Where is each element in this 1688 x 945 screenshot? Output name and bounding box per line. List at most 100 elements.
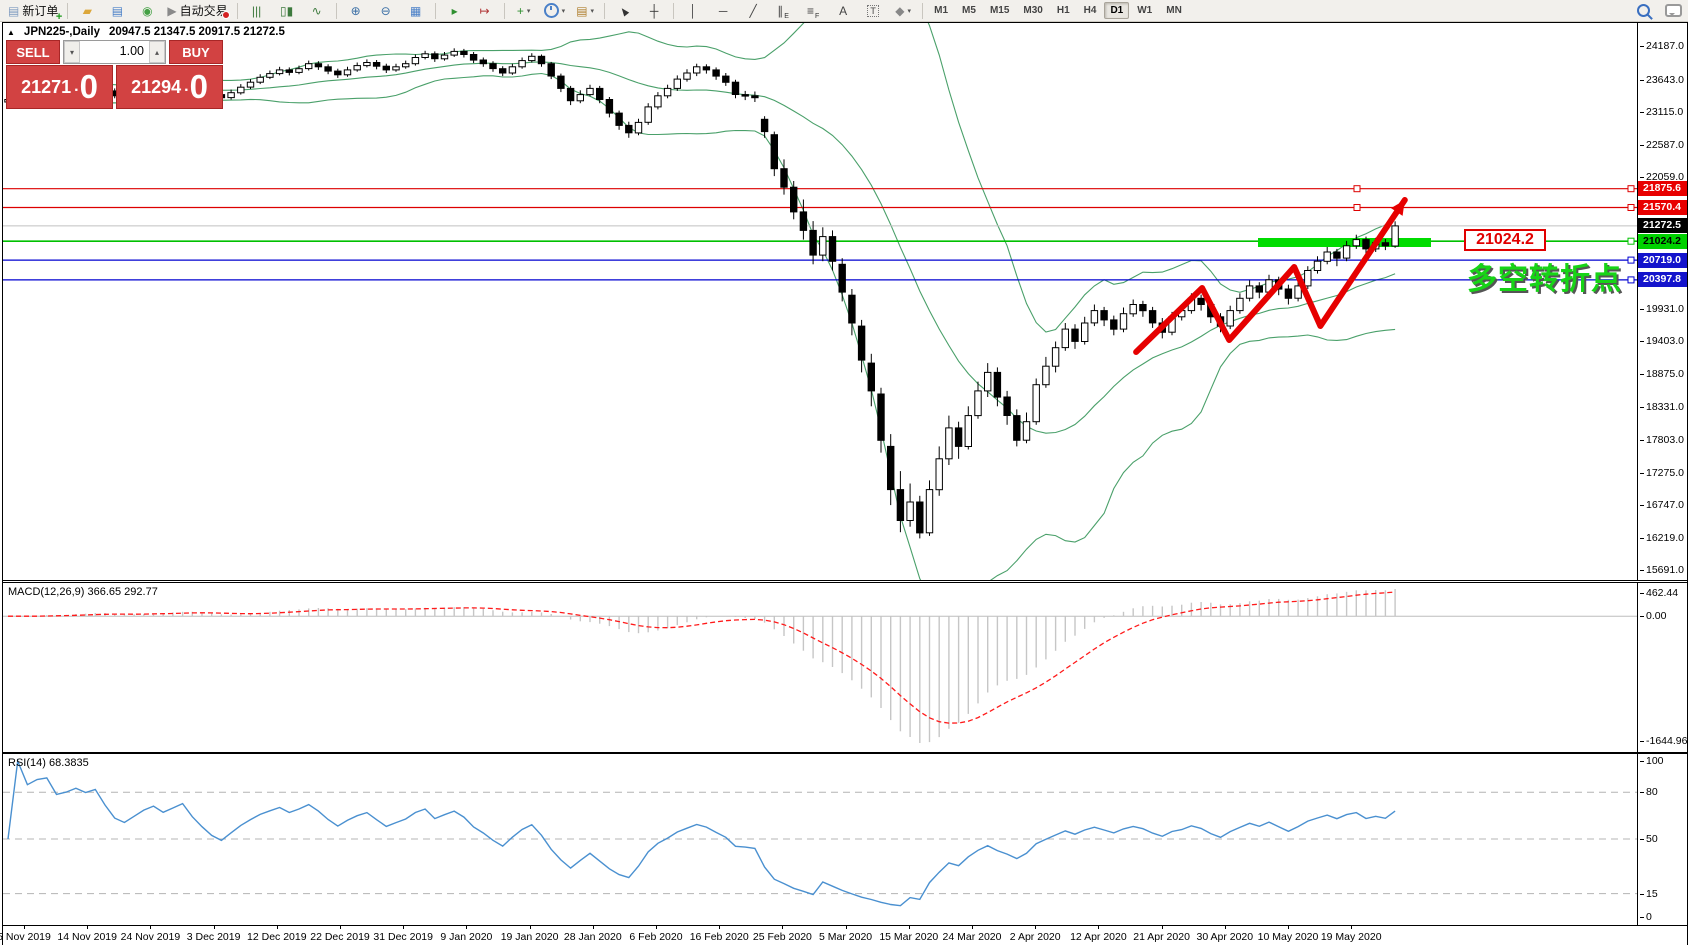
crayon-icon[interactable]: ▰ — [82, 3, 92, 18]
cursor-icon[interactable]: ▲ — [614, 0, 634, 21]
candle-body — [1100, 310, 1108, 321]
timeframe-w1[interactable]: W1 — [1137, 5, 1153, 16]
candle-body — [1090, 310, 1099, 324]
new-chart-button[interactable]: + ▾ — [516, 3, 531, 18]
candle-body — [954, 427, 963, 447]
candle-body — [916, 501, 924, 534]
axis-tick-label: 16219.0 — [1640, 531, 1684, 544]
timeframe-h1[interactable]: H1 — [1056, 5, 1070, 16]
timeframe-h4[interactable]: H4 — [1083, 5, 1097, 16]
vertical-line-icon[interactable]: │ — [689, 3, 697, 18]
time-axis-date: 2 Apr 2020 — [1009, 931, 1061, 943]
timeframe-d1[interactable]: D1 — [1104, 2, 1130, 19]
time-axis-date: 25 Feb 2020 — [752, 931, 812, 943]
zoom-out-icon[interactable]: ⊖ — [380, 3, 391, 18]
new-order-button[interactable]: ▤ + 新订单 — [8, 3, 63, 23]
candle-body — [1139, 304, 1147, 312]
line-handle[interactable] — [1627, 185, 1635, 193]
candle-body — [887, 445, 895, 491]
fibonacci-icon[interactable]: ≡ F — [806, 3, 820, 20]
volume-up-button[interactable]: ▴ — [149, 41, 165, 63]
timeframe-m1[interactable]: M1 — [934, 5, 949, 16]
candle-body — [993, 371, 1002, 398]
trendline-icon[interactable]: ╱ — [749, 3, 757, 18]
candle-body — [557, 75, 565, 89]
candle-body — [935, 458, 943, 491]
bollinger-band-line — [7, 61, 1396, 434]
line-handle[interactable] — [1627, 237, 1635, 245]
time-axis-date: 12 Dec 2019 — [247, 931, 307, 943]
trend-arrow-line[interactable] — [1133, 197, 1408, 355]
price-level-label[interactable]: 21024.2 — [1464, 229, 1546, 251]
strategy-tester-icon[interactable]: ▸ — [451, 3, 458, 18]
publish-icon[interactable]: ▤ — [111, 3, 124, 18]
toolbar-separator — [434, 2, 436, 19]
line-chart-icon[interactable]: ∿ — [311, 3, 322, 18]
timeframe-m30[interactable]: M30 — [1023, 5, 1043, 16]
candle-body — [770, 134, 778, 170]
time-axis-tick — [529, 926, 531, 929]
price-chart-canvas[interactable] — [3, 23, 1687, 580]
chart-title: ▲ JPN225-,Daily 20947.5 21347.5 20917.5 … — [7, 26, 285, 38]
time-axis-tick — [340, 926, 341, 929]
line-handle[interactable] — [1627, 204, 1635, 211]
candle-body — [819, 236, 827, 256]
candle-body — [499, 68, 507, 74]
crosshair-icon[interactable]: ┼ — [649, 3, 659, 18]
horizontal-line-icon[interactable]: ─ — [718, 3, 728, 18]
candle-body — [479, 59, 488, 65]
volume-down-button[interactable]: ▾ — [64, 41, 80, 63]
candle-body — [1013, 415, 1021, 441]
volume-field[interactable]: 1.00 — [119, 44, 144, 58]
timeframe-mn[interactable]: MN — [1166, 5, 1182, 16]
search-icon[interactable] — [1629, 1, 1657, 21]
candle-body — [828, 236, 837, 262]
candle-body — [528, 55, 536, 62]
toolbar-separator — [236, 2, 238, 19]
line-handle[interactable] — [1627, 276, 1635, 284]
signals-icon[interactable]: ◉ — [142, 3, 153, 18]
templates-button[interactable]: ▤ ▾ — [576, 3, 595, 18]
time-axis[interactable]: 5 Nov 2019 14 Nov 2019 24 Nov 2019 3 Dec 20… — [0, 925, 1687, 945]
candle-body — [1148, 310, 1157, 324]
rsi-panel: RSI(14) 68.3835 100 80 50 15 0 — [3, 753, 1687, 926]
buy-price-display[interactable]: 21294 . 0 — [116, 65, 223, 109]
candle-body — [848, 294, 856, 324]
sell-price-main: 21271 — [21, 76, 72, 97]
axis-tick-label: 18331.0 — [1640, 401, 1684, 414]
timeframe-m15[interactable]: M15 — [989, 5, 1010, 16]
chart-shift-icon[interactable]: ↦ — [479, 3, 490, 18]
time-axis-tick — [1035, 926, 1037, 929]
shapes-button[interactable]: ◆ ▾ — [895, 3, 911, 18]
autotrading-button[interactable]: ▶ 自动交易 — [167, 3, 230, 19]
candle-body — [508, 66, 517, 74]
macd-canvas[interactable] — [3, 583, 1687, 750]
price-level-badge: 21024.2 — [1638, 233, 1687, 249]
macd-panel: MACD(12,26,9) 366.65 292.77 462.44 0.00 -1… — [3, 582, 1687, 753]
channel-icon[interactable]: ∥ E — [777, 3, 789, 20]
bar-chart-icon[interactable]: ||| — [251, 3, 262, 18]
tile-windows-icon[interactable]: ▦ — [409, 3, 422, 18]
macd-label: MACD(12,26,9) 366.65 292.77 — [8, 586, 158, 598]
rsi-canvas[interactable] — [3, 754, 1687, 923]
buy-button[interactable]: BUY — [169, 40, 223, 64]
axis-tick-label: 23115.0 — [1639, 106, 1684, 119]
line-handle[interactable] — [1353, 204, 1361, 211]
line-handle[interactable] — [1353, 185, 1361, 193]
collapse-marker-icon[interactable]: ▲ — [7, 27, 15, 37]
chat-icon[interactable] — [1659, 1, 1687, 21]
text-icon[interactable]: A — [839, 3, 848, 18]
candlestick-icon[interactable]: ▯▮ — [280, 3, 294, 18]
zoom-in-icon[interactable]: ⊕ — [350, 3, 361, 18]
time-axis-date: 5 Nov 2019 — [0, 931, 51, 943]
autotrading-status-dot — [221, 10, 230, 19]
price-axis-separator — [1637, 23, 1638, 580]
label-icon[interactable]: T — [859, 1, 887, 21]
periods-button[interactable]: ▾ — [540, 1, 570, 21]
sell-button[interactable]: SELL — [6, 40, 60, 64]
sell-price-display[interactable]: 21271 . 0 — [6, 65, 113, 109]
macd-axis-separator — [1637, 583, 1638, 752]
support-zone-bar[interactable] — [1258, 238, 1431, 247]
line-handle[interactable] — [1627, 256, 1635, 264]
timeframe-m5[interactable]: M5 — [962, 5, 976, 16]
